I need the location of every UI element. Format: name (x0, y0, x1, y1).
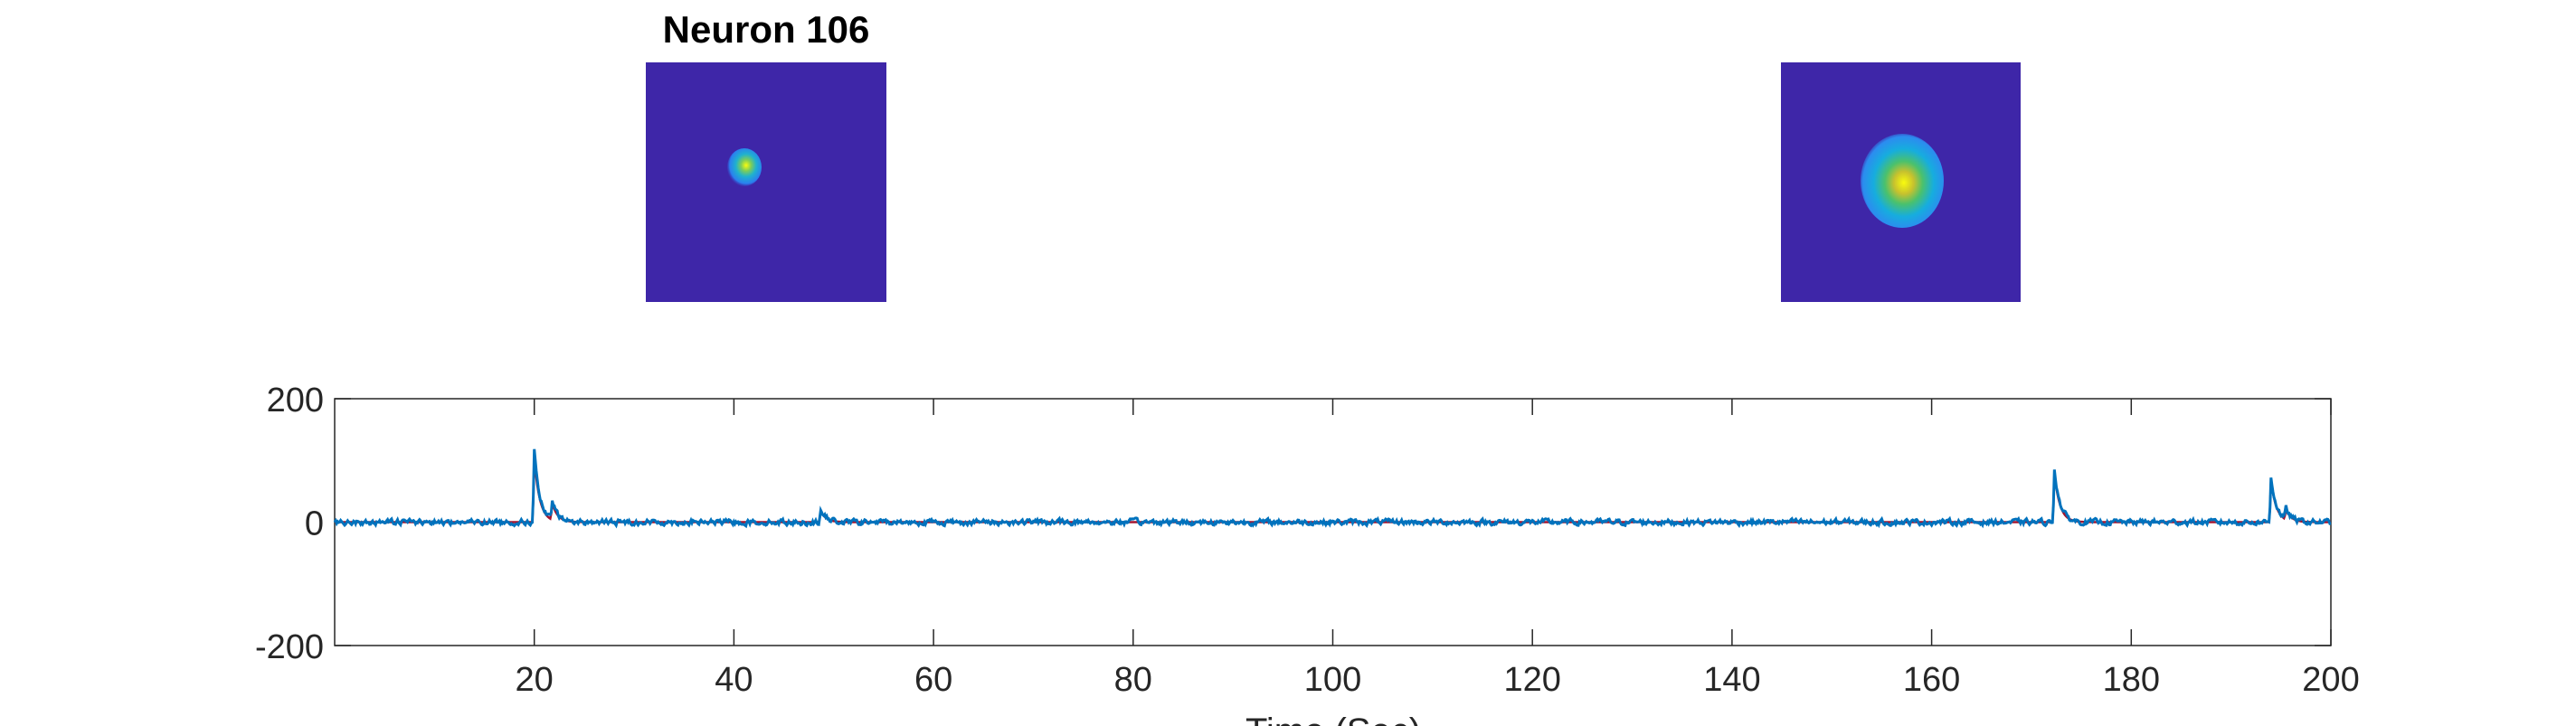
axis-ticks: 20 40 60 80 100 120 140 160 180 200 -200 0 200 (255, 382, 2360, 699)
spatial-footprint-large (1781, 62, 2021, 302)
x-tick-label: 20 (516, 661, 554, 699)
figure-title: Neuron 106 (663, 8, 870, 51)
y-tick-label: 0 (305, 505, 324, 543)
trace-raw-line (333, 448, 2332, 529)
x-tick-label: 160 (1903, 661, 1960, 699)
x-tick-label: 40 (715, 661, 753, 699)
footprint-background (646, 62, 886, 302)
x-tick-label: 120 (1503, 661, 1560, 699)
x-tick-label: 180 (2103, 661, 2160, 699)
footprint-blob (727, 148, 762, 186)
x-tick-label: 80 (1114, 661, 1152, 699)
y-tick-label: -200 (255, 628, 324, 666)
x-tick-label: 100 (1304, 661, 1361, 699)
trace-plot: 20 40 60 80 100 120 140 160 180 200 -200 0 200 Time … (255, 382, 2360, 726)
y-tick-label: 200 (267, 382, 324, 420)
x-tick-label: 140 (1703, 661, 1760, 699)
footprint-blob (1861, 134, 1944, 228)
x-tick-label: 200 (2302, 661, 2359, 699)
spatial-footprint-small (646, 62, 886, 302)
x-tick-label: 60 (914, 661, 952, 699)
trace-lines (333, 448, 2332, 529)
x-axis-label: Time (Sec) (1245, 712, 1421, 726)
